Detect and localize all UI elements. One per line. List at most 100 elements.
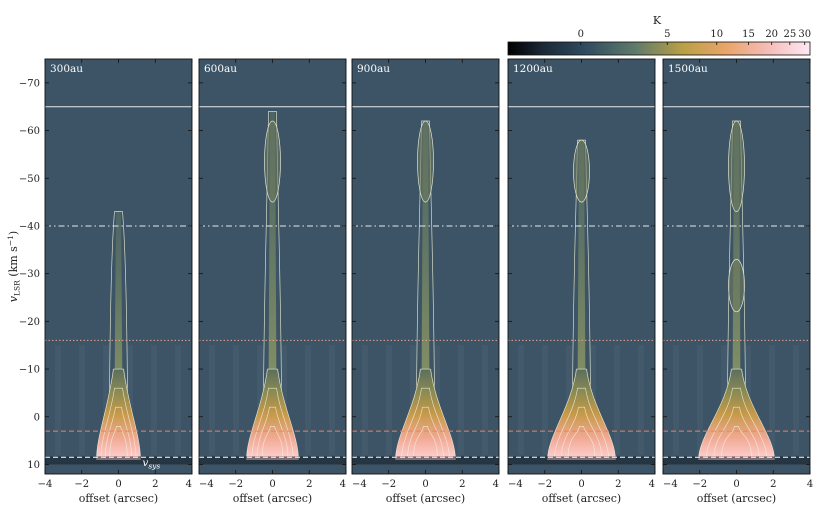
y-tick-label: −60 — [19, 126, 40, 137]
sidelobe-stripe — [79, 345, 85, 455]
absorption-band — [663, 456, 810, 465]
y-tick-label: 0 — [34, 412, 40, 423]
y-axis-title: vLSR (km s−1) — [6, 231, 22, 302]
colorbar-tick-label: 5 — [664, 29, 670, 40]
outflow-contour — [720, 425, 753, 460]
x-tick-label: 0 — [269, 479, 275, 490]
sidelobe-stripe — [482, 345, 488, 455]
x-tick-label: 4 — [340, 479, 346, 490]
panel: 900au −4 −2 0 2 4 offset (arcsec) — [351, 58, 500, 505]
jet-emission — [114, 211, 123, 393]
jet-contour — [263, 111, 282, 394]
x-axis-title: offset (arcsec) — [79, 492, 158, 505]
colorbar-gradient — [507, 41, 811, 56]
x-tick-label: −2 — [692, 479, 707, 490]
sidelobe-stripe — [638, 345, 644, 455]
outflow-base — [395, 369, 456, 460]
x-tick-label: 4 — [186, 479, 192, 490]
colorbar-label: K — [653, 14, 662, 27]
colorbar-tick-label: 10 — [710, 29, 723, 40]
colorbar-tick-label: 0 — [578, 29, 584, 40]
x-tick-label: −4 — [663, 479, 678, 490]
outflow-base — [96, 369, 141, 460]
sidelobe-stripe — [458, 345, 464, 455]
x-tick-label: 0 — [578, 479, 584, 490]
knot-emission — [417, 121, 434, 203]
x-tick-label: 0 — [733, 479, 739, 490]
panel-label: 300au — [50, 63, 83, 75]
outflow-contour — [251, 387, 294, 460]
axis-titles: −70 −60 −50 −40 −30 −20 −10 0 10 vLSR (km s−1) — [6, 78, 40, 471]
sidelobe-stripe — [209, 345, 215, 455]
sidelobe-stripe — [614, 345, 620, 455]
outflow-contour — [407, 406, 444, 460]
y-tick-label: −50 — [19, 174, 40, 185]
sidelobe-stripe — [55, 345, 61, 455]
x-tick-label: −4 — [352, 479, 367, 490]
outflow-contour — [547, 368, 616, 460]
sidelobe-stripe — [329, 345, 335, 455]
x-tick-label: −4 — [508, 479, 523, 490]
outflow-contour — [553, 387, 610, 460]
x-axis-title: offset (arcsec) — [233, 492, 312, 505]
knot-contour — [264, 120, 281, 203]
panel-label: 600au — [204, 63, 237, 75]
panel: 300au −4 −2 0 2 4 offset (arcsec) — [38, 58, 193, 505]
panel-label: 1500au — [668, 63, 708, 75]
sidelobe-stripe — [362, 345, 368, 455]
y-axis-title-sup: −1 — [6, 235, 15, 246]
sidelobe-stripe — [769, 345, 775, 455]
outflow-contour — [413, 425, 438, 460]
sidelobe-stripe — [175, 345, 181, 455]
absorption-band — [352, 456, 499, 465]
x-tick-label: 2 — [615, 479, 621, 490]
panel: 1200au −4 −2 0 2 4 offset (arcsec) — [507, 58, 656, 505]
x-tick-label: −2 — [381, 479, 396, 490]
panel-label: 1200au — [513, 63, 553, 75]
x-tick-label: 2 — [152, 479, 158, 490]
knot-emission — [728, 259, 745, 312]
y-axis-title-v: v — [7, 295, 20, 302]
y-tick-label: −10 — [19, 365, 40, 376]
x-tick-label: −4 — [199, 479, 214, 490]
outflow-contour — [256, 406, 289, 460]
x-tick-label: −2 — [537, 479, 552, 490]
sidelobe-stripe — [793, 345, 799, 455]
panels: 300au −4 −2 0 2 4 offset (arcsec) 600au −4 −2 0 2 4 o… — [38, 58, 813, 505]
x-tick-label: −2 — [228, 479, 243, 490]
outflow-contour — [560, 406, 603, 460]
knot-contour — [573, 139, 590, 203]
outflow-contour — [698, 368, 775, 460]
outflow-contour — [246, 368, 299, 460]
panel-label: 900au — [357, 63, 390, 75]
sidelobe-stripe — [233, 345, 239, 455]
panel: 600au −4 −2 0 2 4 offset (arcsec) — [198, 58, 347, 505]
knot-emission — [573, 140, 590, 203]
outflow-contour — [713, 406, 760, 460]
outflow-contour — [567, 425, 596, 460]
x-tick-label: −2 — [74, 479, 89, 490]
y-tick-label: −30 — [19, 269, 40, 280]
sidelobe-stripe — [103, 345, 109, 455]
knot-contour — [417, 120, 434, 203]
absorption-band — [199, 456, 346, 465]
outflow-contour — [395, 368, 456, 460]
outflow-contour — [705, 387, 768, 460]
x-tick-label: 0 — [115, 479, 121, 490]
outflow-contour — [104, 406, 133, 460]
outflow-contour — [100, 387, 137, 460]
sidelobe-stripe — [305, 345, 311, 455]
absorption-band — [508, 456, 655, 465]
outflow-contour — [261, 425, 284, 460]
sidelobe-stripe — [386, 345, 392, 455]
sidelobe-stripe — [542, 345, 548, 455]
outflow-base — [698, 369, 775, 460]
x-tick-label: 4 — [807, 479, 813, 490]
outflow-contour — [401, 387, 450, 460]
knot-emission — [728, 121, 745, 212]
x-axis-title: offset (arcsec) — [542, 492, 621, 505]
outflow-contour — [96, 368, 141, 460]
panel: 1500au −4 −2 0 2 4 offset (arcsec) — [662, 58, 813, 505]
x-axis-title: offset (arcsec) — [386, 492, 465, 505]
